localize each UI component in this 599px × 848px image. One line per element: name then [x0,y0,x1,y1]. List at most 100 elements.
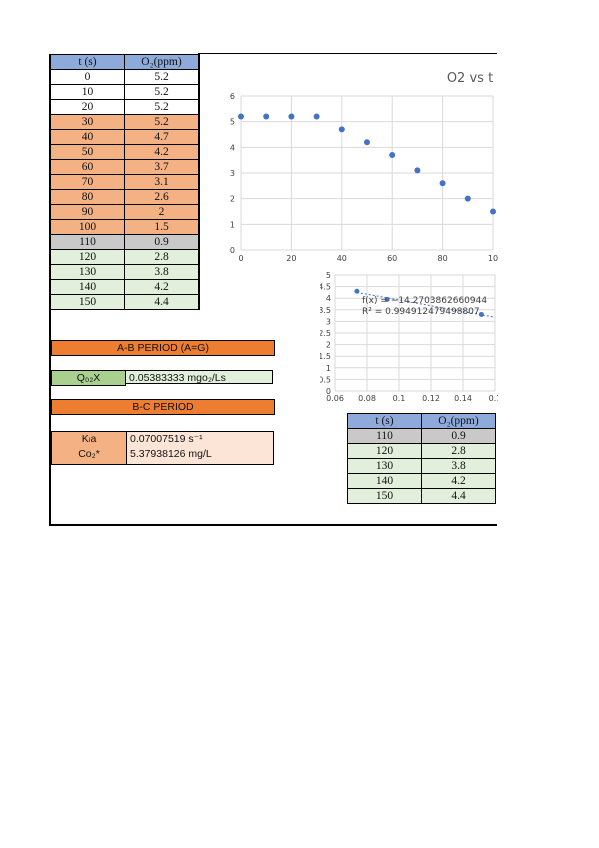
cell-time: 60 [50,159,125,175]
cell-time: 140 [347,473,422,489]
cell-time: 140 [50,279,125,295]
x-tick-label: 0.1 [393,394,406,403]
table-row: 150 4.4 [50,294,200,310]
cell-o2: 5.2 [124,84,200,100]
y-tick-label: 3 [230,169,235,178]
data-point [354,288,360,294]
table-row: 120 2.8 [347,443,496,459]
y-tick-label: 3.5 [320,306,331,315]
y-tick-label: 1 [326,364,331,373]
frame-top-border [198,53,497,54]
cell-time: 150 [50,294,125,310]
q-value: 0.05383333 mgo₂/Ls [125,370,273,384]
data-point [389,152,396,159]
y-tick-label: 2 [326,341,331,350]
x-tick-label: 0.1 [489,394,498,403]
cell-time: 90 [50,204,125,220]
y-tick-label: 5 [326,271,331,280]
cell-o2: 4.4 [421,488,496,504]
co2-value: 5.37938126 mg/L [130,448,212,460]
kla-value: 0.07007519 s⁻¹ [130,433,203,445]
data-point [384,296,390,302]
y-tick-label: 4.5 [320,283,331,292]
bc-period-title: B-C PERIOD [51,399,275,415]
cell-o2: 2.8 [124,249,200,265]
y-tick-label: 2.5 [320,329,331,338]
trendline-equation: f(x) = −14.2703862660944 [362,296,487,306]
trendline [356,291,496,318]
cell-o2: 4.2 [124,279,200,295]
x-tick-label: 0 [238,254,243,263]
y-tick-label: 0 [326,387,331,396]
cell-o2: 1.5 [124,219,200,235]
cell-time: 110 [50,234,125,250]
x-tick-label: 60 [387,254,397,263]
cell-o2: 3.8 [421,458,496,474]
linearized-chart: 0 0.5 1 1.5 2 2.5 3 3.5 4 4.5 5 0.06 0.08 0.1 0.12 0.1… [320,271,498,403]
cell-time: 130 [50,264,125,280]
data-point [338,126,345,133]
bc-data-table: t (s) O₂(ppm) 110 0.9 120 2.8 130 3.8 140 4.2 15… [347,413,496,504]
cell-time: 80 [50,189,125,205]
table-row: 60 3.7 [50,159,200,175]
cell-o2: 5.2 [124,114,200,130]
table-row: 150 4.4 [347,488,496,504]
x-tick-label: 20 [286,254,296,263]
cell-time: 110 [347,428,422,444]
kla-label: Kₗa [81,433,97,445]
kla-value-box: 0.07007519 s⁻¹ 5.37938126 mg/L [126,431,274,465]
table-row: 0 5.2 [50,69,200,85]
data-point [439,180,446,187]
cell-time: 130 [347,458,422,474]
column-header-o2: O₂(ppm) [421,413,496,429]
x-tick-label: 0.08 [358,394,376,403]
data-point [414,167,421,174]
main-data-table: t (s) O₂(ppm) 0 5.2 10 5.2 20 5.2 30 5.2 40 4.7 50… [50,54,200,310]
x-tick-label: 40 [337,254,347,263]
cell-time: 30 [50,114,125,130]
x-tick-label: 0.06 [326,394,344,403]
table-row: 90 2 [50,204,200,220]
cell-time: 40 [50,129,125,145]
data-point [263,113,270,120]
cell-time: 0 [50,69,125,85]
y-tick-label: 1 [230,220,235,229]
cell-o2: 4.4 [124,294,200,310]
x-tick-label: 0.12 [422,394,440,403]
data-point [478,311,484,317]
q-label: Q₀₂X [51,370,126,386]
cell-o2: 2.8 [421,443,496,459]
cell-time: 50 [50,144,125,160]
ab-period-title: A-B PERIOD (A=G) [51,340,275,356]
o2-vs-t-chart: O2 vs t 0 1 2 3 4 5 6 0 20 40 60 80 10 [230,71,498,263]
data-point [490,208,496,215]
column-header-o2: O₂(ppm) [124,54,200,70]
data-point [464,195,471,202]
kla-label-box: Kₗa Co₂* [51,431,127,465]
cell-time: 70 [50,174,125,190]
table-row: 40 4.7 [50,129,200,145]
table-row: 130 3.8 [50,264,200,280]
data-point [313,113,320,120]
cell-time: 100 [50,219,125,235]
table-row: 30 5.2 [50,114,200,130]
cell-time: 150 [347,488,422,504]
cell-o2: 4.2 [124,144,200,160]
cell-o2: 3.7 [124,159,200,175]
cell-time: 120 [347,443,422,459]
cell-time: 20 [50,99,125,115]
co2-label: Co₂* [78,448,100,460]
table-row: 50 4.2 [50,144,200,160]
y-tick-label: 2 [230,195,235,204]
table-row: 110 0.9 [50,234,200,250]
table-row: 80 2.6 [50,189,200,205]
data-point [364,139,370,146]
cell-o2: 2.6 [124,189,200,205]
cell-o2: 4.7 [124,129,200,145]
cell-o2: 5.2 [124,99,200,115]
y-tick-label: 3 [326,317,331,326]
y-tick-label: 1.5 [320,352,331,361]
column-header-t: t (s) [50,54,125,70]
cell-o2: 0.9 [421,428,496,444]
y-tick-label: 4 [230,143,235,152]
